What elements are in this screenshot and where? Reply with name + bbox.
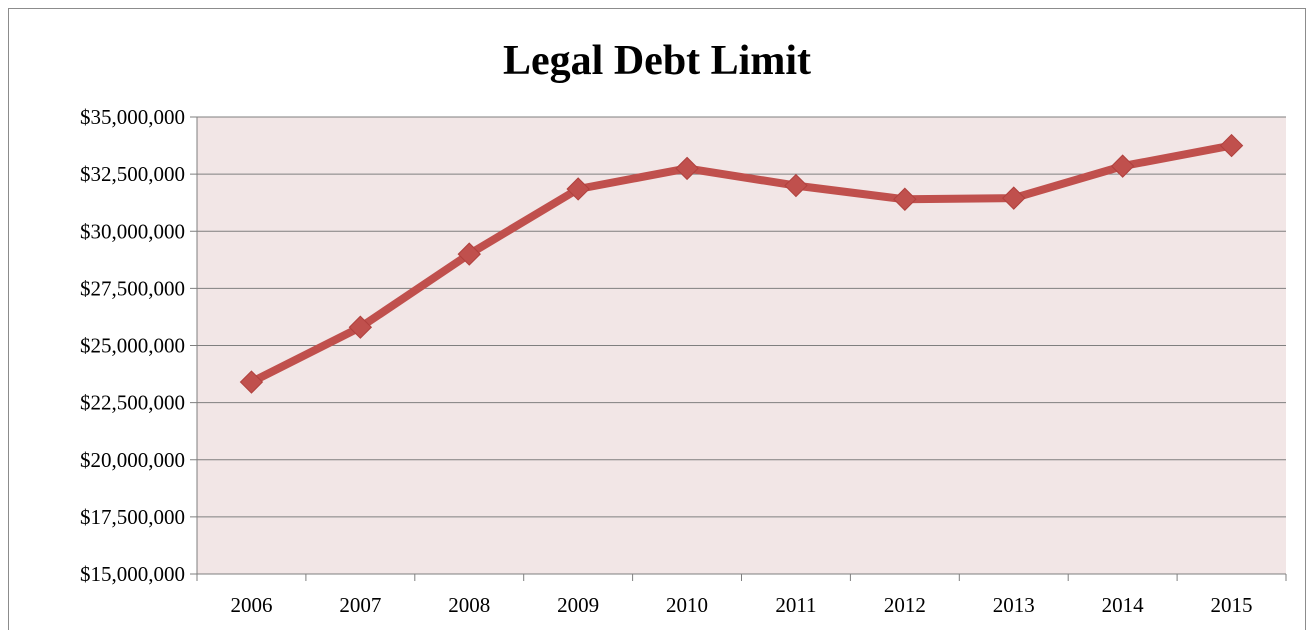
y-tick-label: $35,000,000 (80, 105, 185, 129)
data-point-marker (348, 315, 373, 339)
x-tick-label: 2008 (448, 593, 490, 617)
x-tick-label: 2014 (1102, 593, 1145, 617)
data-point-marker (675, 156, 699, 181)
data-point-marker (1002, 186, 1026, 210)
x-axis-ticks: 2006 2007 2008 2009 2010 2011 2012 2013 2014 2015 (196, 574, 1287, 617)
y-tick-label: $25,000,000 (80, 334, 185, 358)
y-tick-label: $27,500,000 (80, 276, 185, 300)
data-point-marker (239, 370, 264, 394)
data-point-marker (893, 187, 917, 211)
y-axis-ticks: $15,000,000 $17,500,000 $20,000,000 $22,500… (80, 105, 197, 586)
y-tick-label: $20,000,000 (80, 448, 185, 472)
data-point-marker (1219, 133, 1244, 158)
data-point-marker (1110, 154, 1135, 178)
x-tick-label: 2012 (884, 593, 926, 617)
data-point-marker (457, 242, 481, 266)
y-tick-label: $30,000,000 (80, 219, 185, 243)
chart-title: Legal Debt Limit (503, 38, 811, 84)
x-tick-label: 2011 (775, 593, 816, 617)
y-tick-label: $22,500,000 (80, 391, 185, 415)
x-tick-label: 2007 (339, 593, 381, 617)
y-tick-label: $15,000,000 (80, 562, 185, 586)
data-point-marker (566, 177, 590, 201)
x-tick-label: 2006 (230, 593, 272, 617)
x-tick-label: 2010 (666, 593, 708, 617)
series-layer (239, 133, 1244, 394)
data-point-marker (784, 173, 808, 198)
series-line (247, 141, 1236, 387)
line-chart: $15,000,000 $17,500,000 $20,000,000 $22,500… (80, 38, 1287, 617)
x-tick-label: 2009 (557, 593, 599, 617)
x-tick-label: 2013 (993, 593, 1035, 617)
x-tick-label: 2015 (1211, 593, 1253, 617)
y-tick-label: $32,500,000 (80, 162, 185, 186)
y-tick-label: $17,500,000 (80, 505, 185, 529)
chart-frame: $15,000,000 $17,500,000 $20,000,000 $22,500… (8, 8, 1306, 630)
